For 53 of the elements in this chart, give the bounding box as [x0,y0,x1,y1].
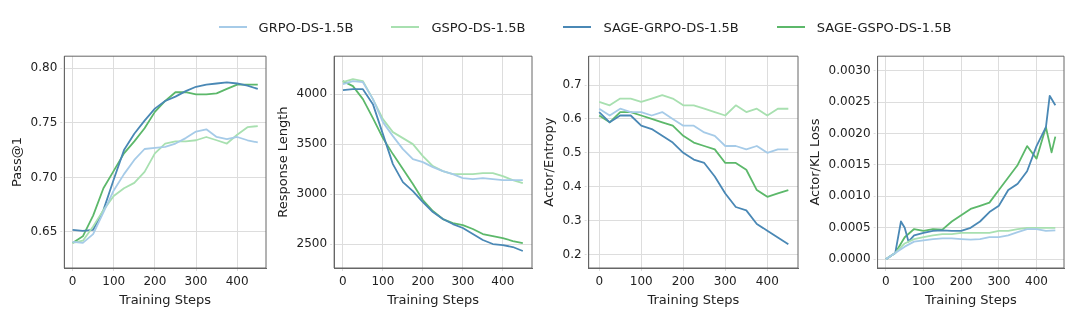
y-tick-label: 0.65 [30,224,58,239]
y-axis-title: Response Length [275,106,291,218]
x-tick-label: 400 [225,274,249,289]
y-axis-title: Pass@1 [9,137,25,188]
y-tick-label: 0.0015 [828,157,871,172]
y-tick-label: 2500 [296,236,328,251]
y-tick-label: 0.4 [562,178,582,193]
y-tick-label: 0.2 [562,246,582,261]
x-tick-label: 0 [595,274,604,289]
y-tick-label: 0.0010 [828,188,871,203]
x-tick-label: 300 [184,274,208,289]
legend-label: SAGE-GSPO-DS-1.5B [816,19,952,35]
legend-label: SAGE-GRPO-DS-1.5B [603,19,739,35]
x-tick-label: 200 [949,274,973,289]
x-tick-label: 200 [143,274,167,289]
x-tick-label: 100 [371,274,395,289]
x-tick-label: 0 [339,274,347,289]
y-tick-label: 4000 [296,86,328,101]
y-tick-label: 0.0000 [828,251,871,266]
y-tick-label: 0.70 [30,169,58,184]
y-axis-title: Actor/KL Loss [807,118,823,206]
y-tick-label: 0.75 [30,114,58,129]
y-tick-label: 0.0025 [828,94,871,109]
y-tick-label: 0.7 [562,77,582,92]
y-tick-label: 0.3 [562,212,582,227]
x-tick-label: 100 [912,274,935,289]
x-axis-title: Training Steps [923,291,1017,307]
x-tick-label: 0 [68,274,77,289]
x-tick-label: 200 [411,274,435,289]
x-tick-label: 300 [987,274,1011,289]
x-axis-title: Training Steps [646,291,740,307]
x-axis-title: Training Steps [386,291,480,307]
y-tick-label: 3000 [296,186,328,201]
x-tick-label: 100 [629,274,653,289]
x-axis-title: Training Steps [118,291,212,307]
x-tick-label: 400 [491,274,515,289]
y-tick-label: 0.80 [30,60,58,75]
legend-label: GRPO-DS-1.5B [258,19,354,35]
x-tick-label: 0 [882,274,890,289]
x-tick-label: 300 [451,274,475,289]
x-tick-label: 400 [755,274,779,289]
y-tick-label: 0.0030 [828,62,871,77]
x-tick-label: 400 [1025,274,1048,289]
x-tick-label: 200 [671,274,695,289]
y-tick-label: 0.0020 [828,125,871,140]
y-tick-label: 0.6 [562,111,582,126]
x-tick-label: 100 [102,274,126,289]
y-tick-label: 0.0005 [828,219,871,234]
legend-label: GSPO-DS-1.5B [431,19,526,35]
y-tick-label: 3500 [296,136,328,151]
x-tick-label: 300 [713,274,737,289]
y-tick-label: 0.5 [562,144,582,159]
y-axis-title: Actor/Entropy [541,117,557,207]
